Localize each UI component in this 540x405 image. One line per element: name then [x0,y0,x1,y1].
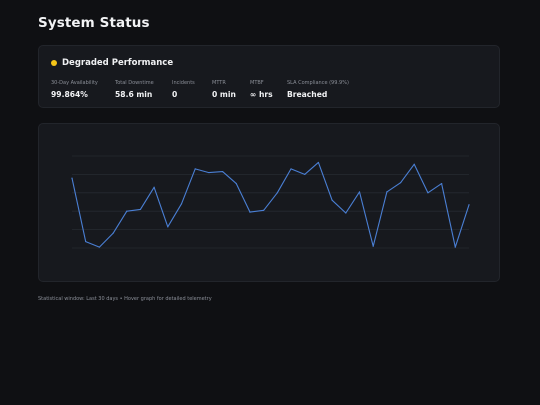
metric-value: 99.864% [51,90,88,99]
data-point[interactable] [372,245,374,247]
metric-label: MTBF [250,80,264,86]
data-point[interactable] [441,183,443,185]
status-summary-card: Degraded Performance 30-Day Availability… [38,45,500,108]
data-point[interactable] [290,168,292,170]
data-point[interactable] [180,203,183,205]
data-point[interactable] [358,191,361,193]
data-point[interactable] [304,173,306,175]
telemetry-chart-card[interactable] [38,123,500,282]
data-point[interactable] [194,168,196,170]
metric-mtbf: MTBF ∞ hrs [250,80,273,99]
metric-label: Total Downtime [115,80,154,86]
data-point[interactable] [427,192,429,194]
status-label: Degraded Performance [62,58,174,68]
data-point[interactable] [235,183,237,185]
data-point[interactable] [221,171,224,173]
data-point[interactable] [85,240,87,243]
data-point[interactable] [317,161,320,164]
metric-availability: 30-Day Availability 99.864% [51,80,98,99]
data-point[interactable] [345,212,347,214]
status-dot-icon [51,60,57,66]
metric-value: Breached [287,90,328,99]
metric-sla-compliance: SLA Compliance (99.9%) Breached [287,80,349,99]
metric-incidents: Incidents 0 [172,80,195,99]
data-point[interactable] [413,163,415,165]
data-point[interactable] [249,211,251,213]
data-point[interactable] [454,246,456,248]
data-point[interactable] [167,226,169,228]
data-point[interactable] [331,199,333,201]
data-point[interactable] [386,191,388,193]
data-point[interactable] [98,246,100,248]
metric-mttr: MTTR 0 min [212,80,236,99]
metric-label: 30-Day Availability [51,80,98,86]
data-point[interactable] [71,177,73,179]
metric-label: SLA Compliance (99.9%) [287,80,349,86]
metric-label: Incidents [172,80,195,86]
metric-label: MTTR [212,80,226,86]
page-title: System Status [38,15,150,31]
metric-value: 0 [172,90,178,99]
data-point[interactable] [139,208,142,210]
metric-value: ∞ hrs [250,90,273,99]
series-line[interactable] [71,161,470,248]
footer-note: Statistical window: Last 30 days • Hover… [38,296,212,302]
data-point[interactable] [276,192,278,194]
metric-value: 58.6 min [115,90,153,99]
data-point[interactable] [208,171,210,174]
metric-value: 0 min [212,90,236,99]
telemetry-line-chart[interactable] [39,124,501,283]
metric-downtime: Total Downtime 58.6 min [115,80,154,99]
data-point[interactable] [126,210,128,212]
data-point[interactable] [112,232,114,234]
data-point[interactable] [468,204,470,206]
data-point[interactable] [263,209,265,211]
status-indicator: Degraded Performance [51,58,173,68]
data-point[interactable] [153,186,155,188]
data-point[interactable] [399,182,402,184]
